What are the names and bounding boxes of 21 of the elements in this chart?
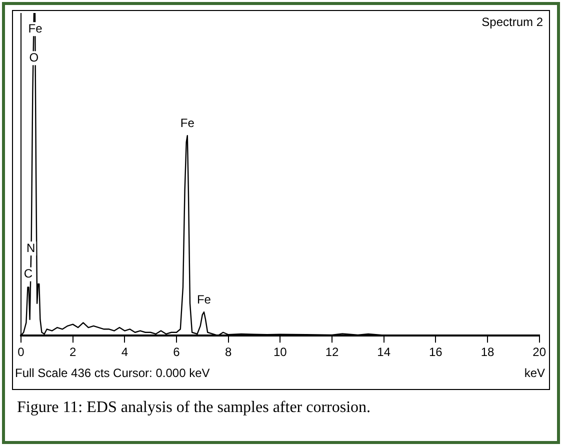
x-tick-label: 4 xyxy=(121,345,128,360)
x-tick-label: 0 xyxy=(18,345,25,360)
x-tick-label: 18 xyxy=(480,345,494,360)
x-axis-title: keV xyxy=(524,366,545,380)
text: Full Scale 436 cts Cursor: 0.000 keV xyxy=(15,366,210,380)
x-tick-label: 6 xyxy=(173,345,180,360)
annotation: O xyxy=(29,50,39,64)
annotation: Fe xyxy=(196,292,212,306)
annotation: Spectrum 2 xyxy=(482,15,543,29)
annotation: Fe xyxy=(28,21,43,36)
x-tick-label: 16 xyxy=(428,345,443,360)
x-tick-label: 2 xyxy=(69,345,76,360)
x-tick-label: 10 xyxy=(273,345,288,360)
annotation: C xyxy=(24,266,33,281)
x-tick-label: 12 xyxy=(325,345,339,360)
caption: Figure 11: EDS analysis of the samples after corrosion. xyxy=(17,399,371,417)
x-tick-label: 14 xyxy=(377,345,391,360)
x-tick-label: 20 xyxy=(532,345,546,360)
annotation: N xyxy=(26,240,36,255)
x-tick-label: 8 xyxy=(224,345,232,360)
annotation: Fe xyxy=(180,116,195,130)
